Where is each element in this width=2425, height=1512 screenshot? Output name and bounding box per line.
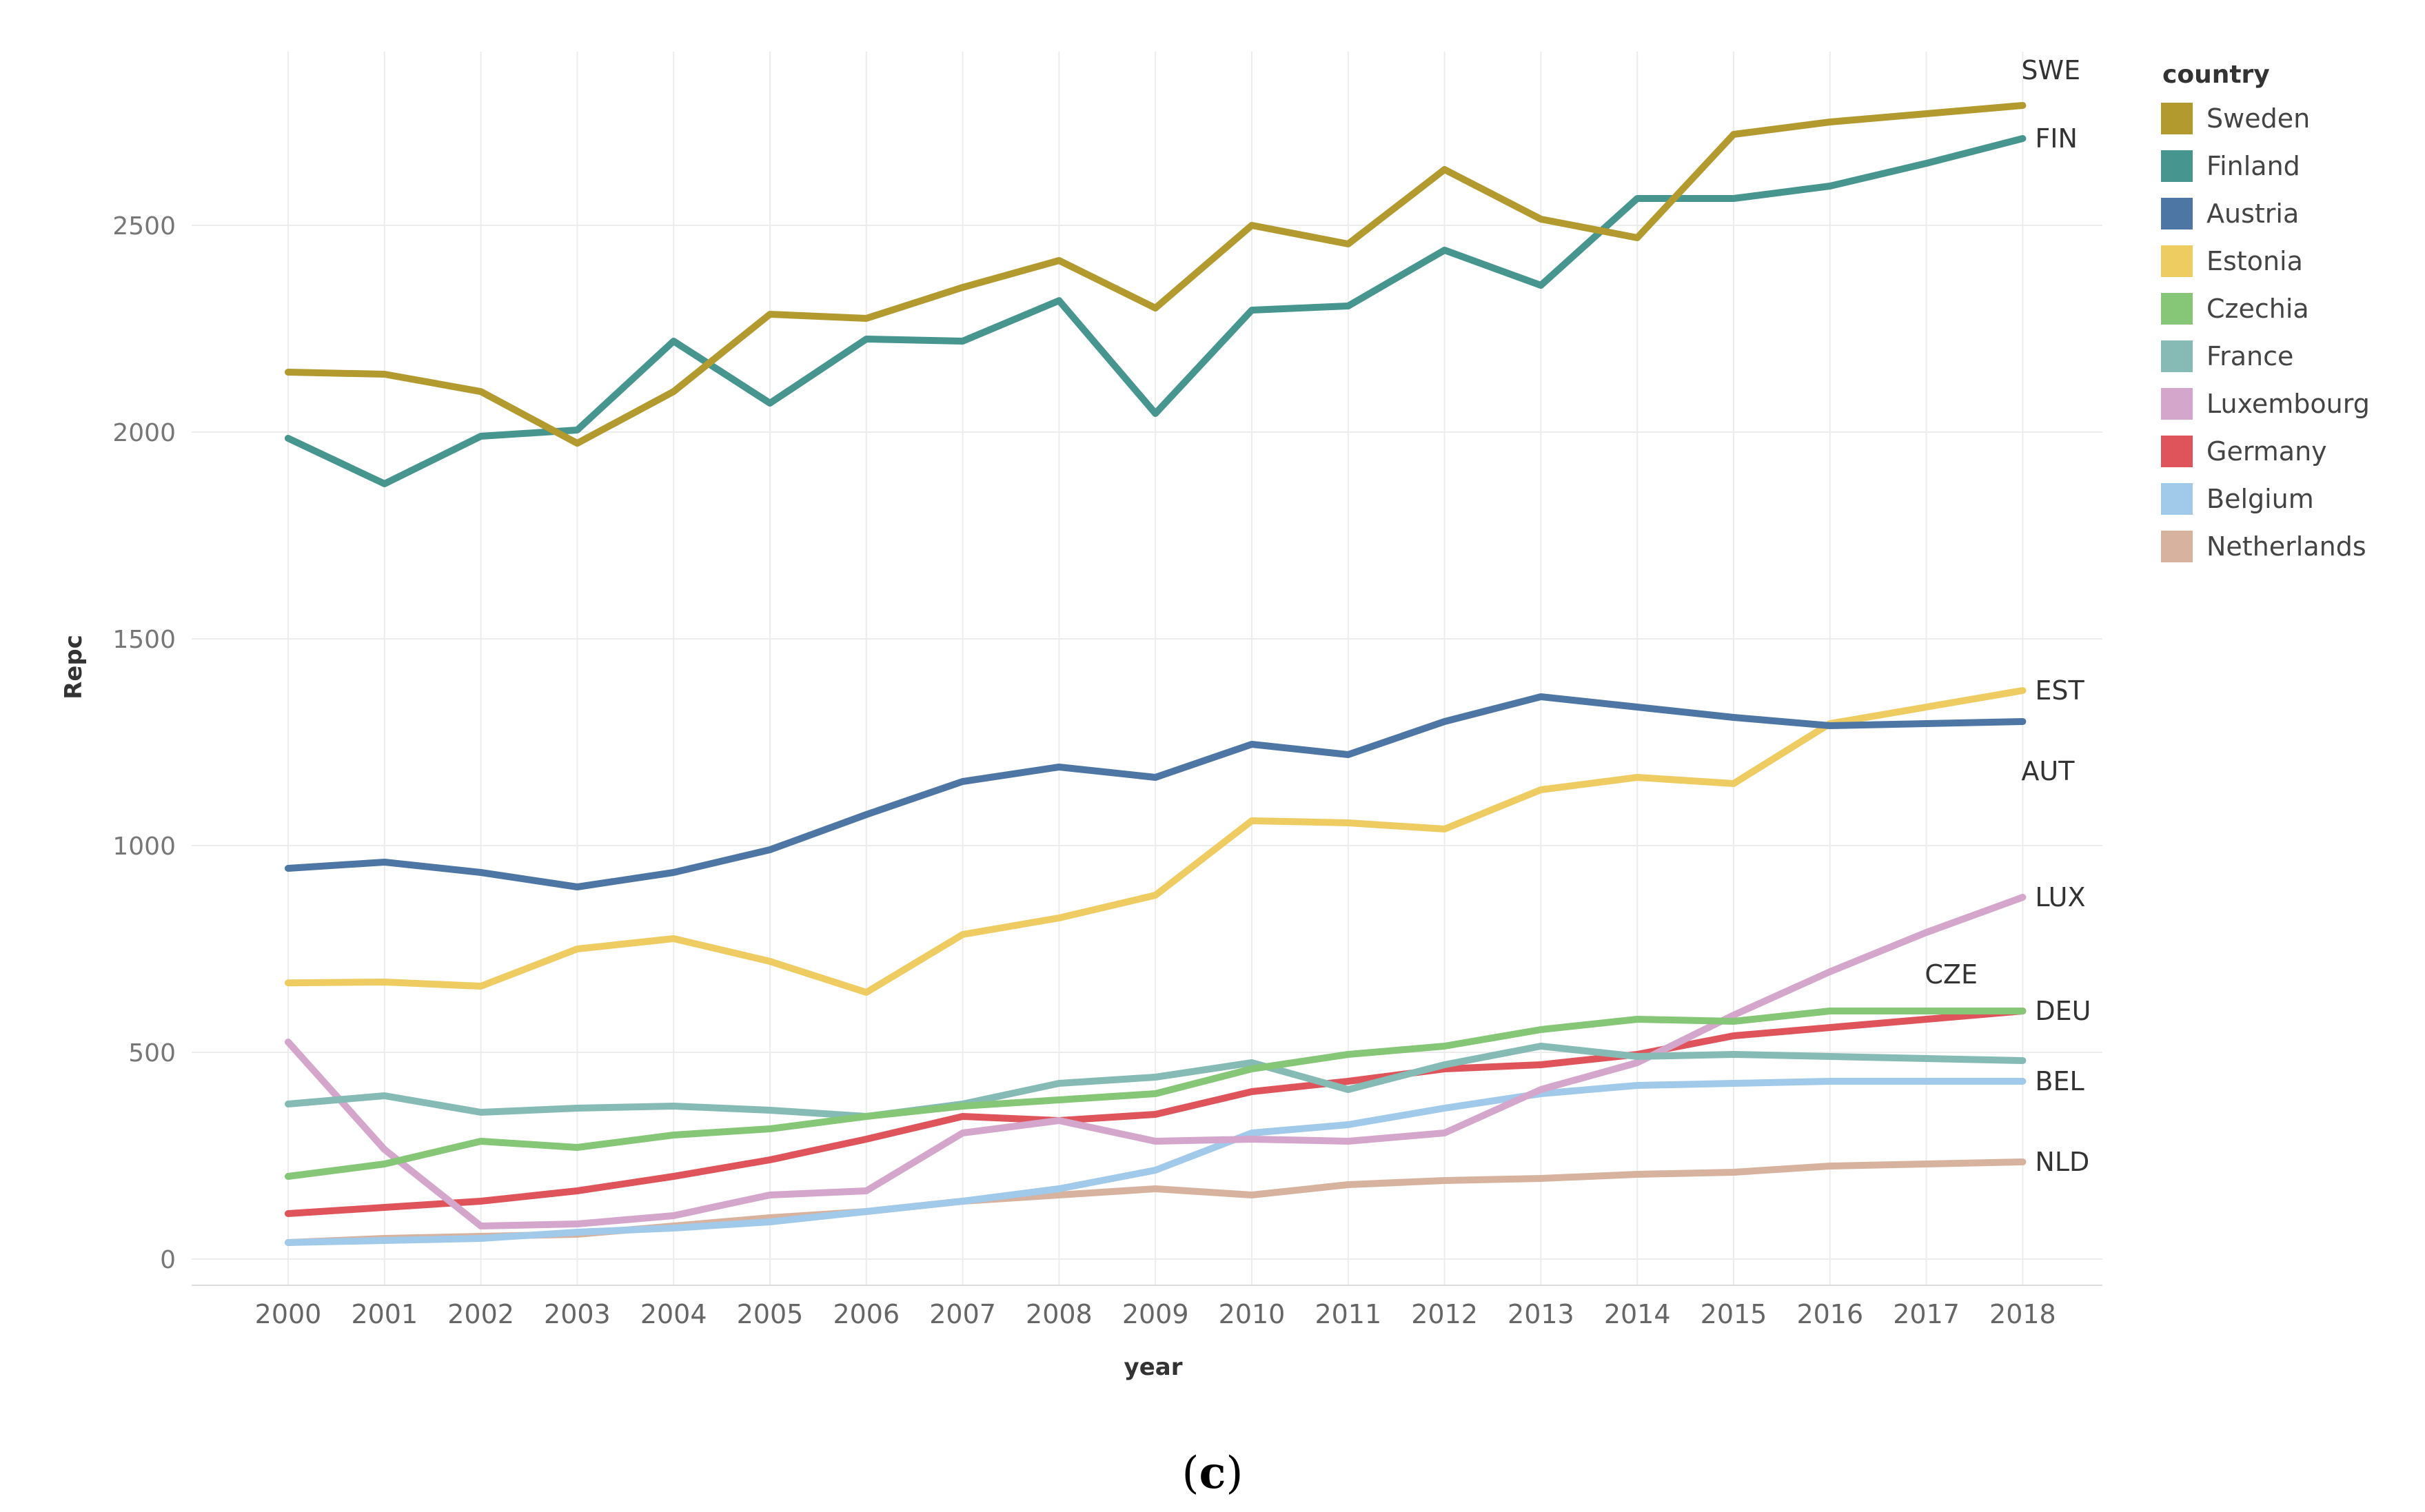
legend-label: Austria <box>2206 198 2300 229</box>
x-tick-label: 2012 <box>1411 1299 1478 1329</box>
x-tick-label: 2006 <box>833 1299 900 1329</box>
series-line-estonia <box>285 687 2027 996</box>
legend-title: country <box>2162 61 2270 89</box>
legend-swatch <box>2161 435 2193 467</box>
series-line-belgium <box>285 1078 2027 1246</box>
x-tick-label: 2000 <box>255 1299 322 1329</box>
x-tick-label: 2001 <box>351 1299 418 1329</box>
legend-label: Belgium <box>2206 483 2314 514</box>
end-label-swe: SWE <box>2021 55 2080 85</box>
x-tick-label: 2018 <box>1989 1299 2056 1329</box>
legend-item-netherlands: Netherlands <box>2161 522 2370 570</box>
legend: country Sweden Finland Austria Estonia Czech… <box>2161 61 2370 570</box>
series-line-sweden <box>285 102 2027 447</box>
x-tick-label: 2013 <box>1508 1299 1574 1329</box>
series-line-germany <box>285 1008 2027 1217</box>
caption-paren-open: ( <box>1181 1448 1199 1499</box>
legend-label: Czechia <box>2206 293 2309 324</box>
end-label-cze: CZE <box>1925 959 1978 990</box>
legend-item-france: France <box>2161 332 2370 380</box>
series-layer <box>285 102 2027 1246</box>
series-line-france <box>285 1043 2027 1120</box>
y-tick-label: 1500 <box>112 626 176 654</box>
x-tick-label: 2015 <box>1701 1299 1767 1329</box>
x-tick-label: 2005 <box>737 1299 804 1329</box>
x-tick-label: 2011 <box>1315 1299 1381 1329</box>
legend-swatch <box>2161 530 2193 562</box>
x-tick-label: 2010 <box>1219 1299 1286 1329</box>
x-tick-label: 2017 <box>1893 1299 1960 1329</box>
end-label-aut: AUT <box>2021 756 2075 786</box>
x-tick-label: 2002 <box>447 1299 514 1329</box>
legend-label: Estonia <box>2206 245 2303 276</box>
legend-item-austria: Austria <box>2161 190 2370 237</box>
caption-letter: c <box>1199 1447 1226 1499</box>
legend-swatch <box>2161 387 2193 420</box>
legend-label: Germany <box>2206 436 2327 467</box>
end-label-nld: NLD <box>2035 1147 2089 1177</box>
series-line-finland <box>285 135 2027 487</box>
x-tick-label: 2016 <box>1796 1299 1863 1329</box>
legend-label: France <box>2206 340 2294 371</box>
caption-paren-close: ) <box>1226 1448 1244 1499</box>
legend-swatch <box>2161 482 2193 515</box>
x-tick-label: 2004 <box>640 1299 707 1329</box>
x-tick-label: 2009 <box>1122 1299 1189 1329</box>
y-tick-label: 500 <box>128 1039 176 1067</box>
end-label-bel: BEL <box>2035 1066 2084 1096</box>
legend-swatch <box>2161 102 2193 134</box>
legend-item-finland: Finland <box>2161 142 2370 190</box>
series-line-czechia <box>285 1008 2027 1180</box>
legend-label: Netherlands <box>2206 531 2366 562</box>
legend-label: Sweden <box>2206 103 2311 134</box>
legend-swatch <box>2161 245 2193 277</box>
legend-swatch <box>2161 197 2193 229</box>
axes-layer: Repc year 0 500 1000 1500 2000 2500 2000 2001 20… <box>60 212 2102 1381</box>
series-line-luxembourg <box>285 894 2027 1229</box>
legend-swatch <box>2161 150 2193 182</box>
legend-swatch <box>2161 340 2193 372</box>
grid-layer <box>192 52 2102 1285</box>
end-label-lux: LUX <box>2035 882 2085 912</box>
legend-item-czechia: Czechia <box>2161 285 2370 332</box>
end-label-est: EST <box>2035 675 2084 706</box>
legend-item-germany: Germany <box>2161 427 2370 475</box>
end-label-deu: DEU <box>2035 996 2091 1026</box>
labels-layer: SWE FIN AUT EST CZE LUX DEU BEL NLD <box>1925 55 2091 1177</box>
x-tick-label: 2008 <box>1026 1299 1093 1329</box>
y-tick-label: 0 <box>160 1246 176 1274</box>
legend-label: Finland <box>2206 150 2300 181</box>
legend-item-belgium: Belgium <box>2161 475 2370 522</box>
series-line-austria <box>285 693 2027 890</box>
figure-caption: (c) <box>0 1447 2425 1499</box>
x-tick-label: 2003 <box>544 1299 611 1329</box>
end-label-fin: FIN <box>2035 123 2078 154</box>
y-tick-label: 2500 <box>112 212 176 241</box>
legend-item-sweden: Sweden <box>2161 94 2370 142</box>
y-axis-title: Repc <box>60 635 88 699</box>
x-tick-label: 2007 <box>929 1299 996 1329</box>
legend-item-estonia: Estonia <box>2161 237 2370 285</box>
x-tick-label: 2014 <box>1604 1299 1671 1329</box>
y-tick-label: 1000 <box>112 832 176 861</box>
x-axis-title: year <box>1124 1353 1183 1381</box>
legend-swatch <box>2161 292 2193 325</box>
legend-item-luxembourg: Luxembourg <box>2161 380 2370 427</box>
y-tick-label: 2000 <box>112 419 176 447</box>
legend-label: Luxembourg <box>2206 388 2370 419</box>
legend-items: Sweden Finland Austria Estonia Czechia France… <box>2161 94 2370 570</box>
